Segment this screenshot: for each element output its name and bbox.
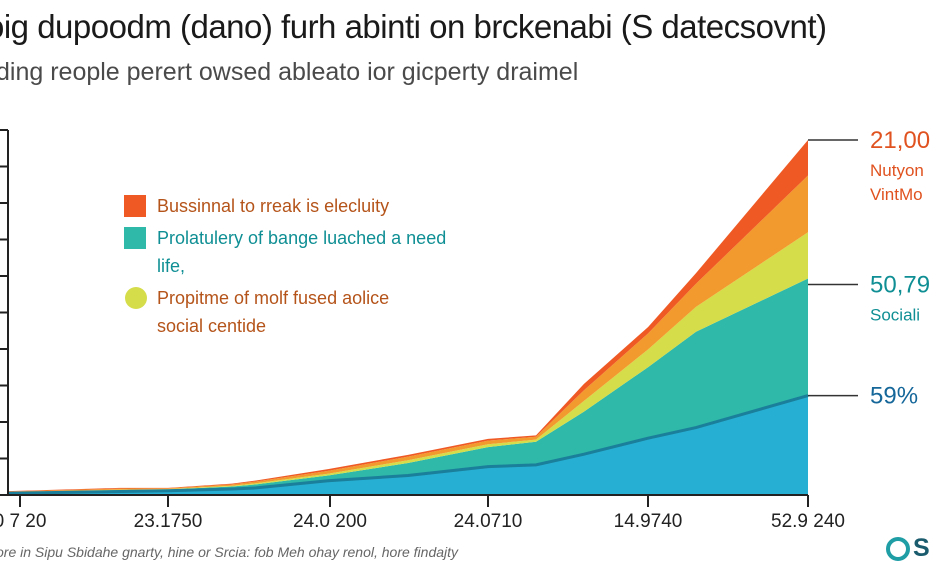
legend-label: social centide <box>157 316 266 336</box>
legend-swatch-teal <box>124 227 146 249</box>
area-edge-line <box>7 394 809 495</box>
area-teal <box>8 278 808 494</box>
x-tick-label: 14.9740 <box>614 511 683 532</box>
annotation-value: 50,79 <box>870 271 930 298</box>
source-note: ore in Sipu Sbidahe gnarty, hine or Srci… <box>0 544 459 560</box>
logo-icon <box>886 536 910 561</box>
annotation-label: Nutyon <box>870 161 924 180</box>
legend-swatch-yellow <box>125 287 147 309</box>
annotation-value: 59% <box>870 383 918 410</box>
area-yellow <box>8 232 808 493</box>
legend-label: Prolatulery of bange luached a need <box>157 228 446 248</box>
brand-logo: S <box>886 534 930 563</box>
chart-legend: Bussinnal to rreak is elecluity Prolatule… <box>124 195 446 336</box>
legend-label: Bussinnal to rreak is elecluity <box>157 196 389 216</box>
annotation-label: Sociali <box>870 305 920 324</box>
x-tick-label: 0 7 20 <box>0 511 46 532</box>
x-tick-label: 24.0 200 <box>293 511 367 532</box>
x-tick-label: 52.9 240 <box>771 511 845 532</box>
logo-text: S <box>913 534 930 562</box>
chart-annotations: 21,00 Nutyon VintMo 50,79 Sociali 59% <box>808 127 930 410</box>
chart-subtitle: ding reople perert owsed ableato ior gic… <box>0 58 579 86</box>
x-tick-label: 24.0710 <box>454 511 523 532</box>
legend-swatch-red <box>124 195 146 217</box>
annotation-value: 21,00 <box>870 127 930 154</box>
chart-title: oig dupoodm (dano) furh abinti on brcken… <box>0 8 827 45</box>
legend-label: Propitme of molf fused aolice <box>157 288 389 308</box>
legend-label: life, <box>157 256 185 276</box>
area-blue <box>8 395 808 495</box>
annotation-label: VintMo <box>870 185 923 204</box>
area-series-group <box>7 140 809 495</box>
chart-axes: 0 7 20 23.1750 24.0 200 24.0710 14.9740 52.9 … <box>0 129 845 532</box>
area-orange <box>8 175 808 493</box>
x-tick-label: 23.1750 <box>134 511 203 532</box>
